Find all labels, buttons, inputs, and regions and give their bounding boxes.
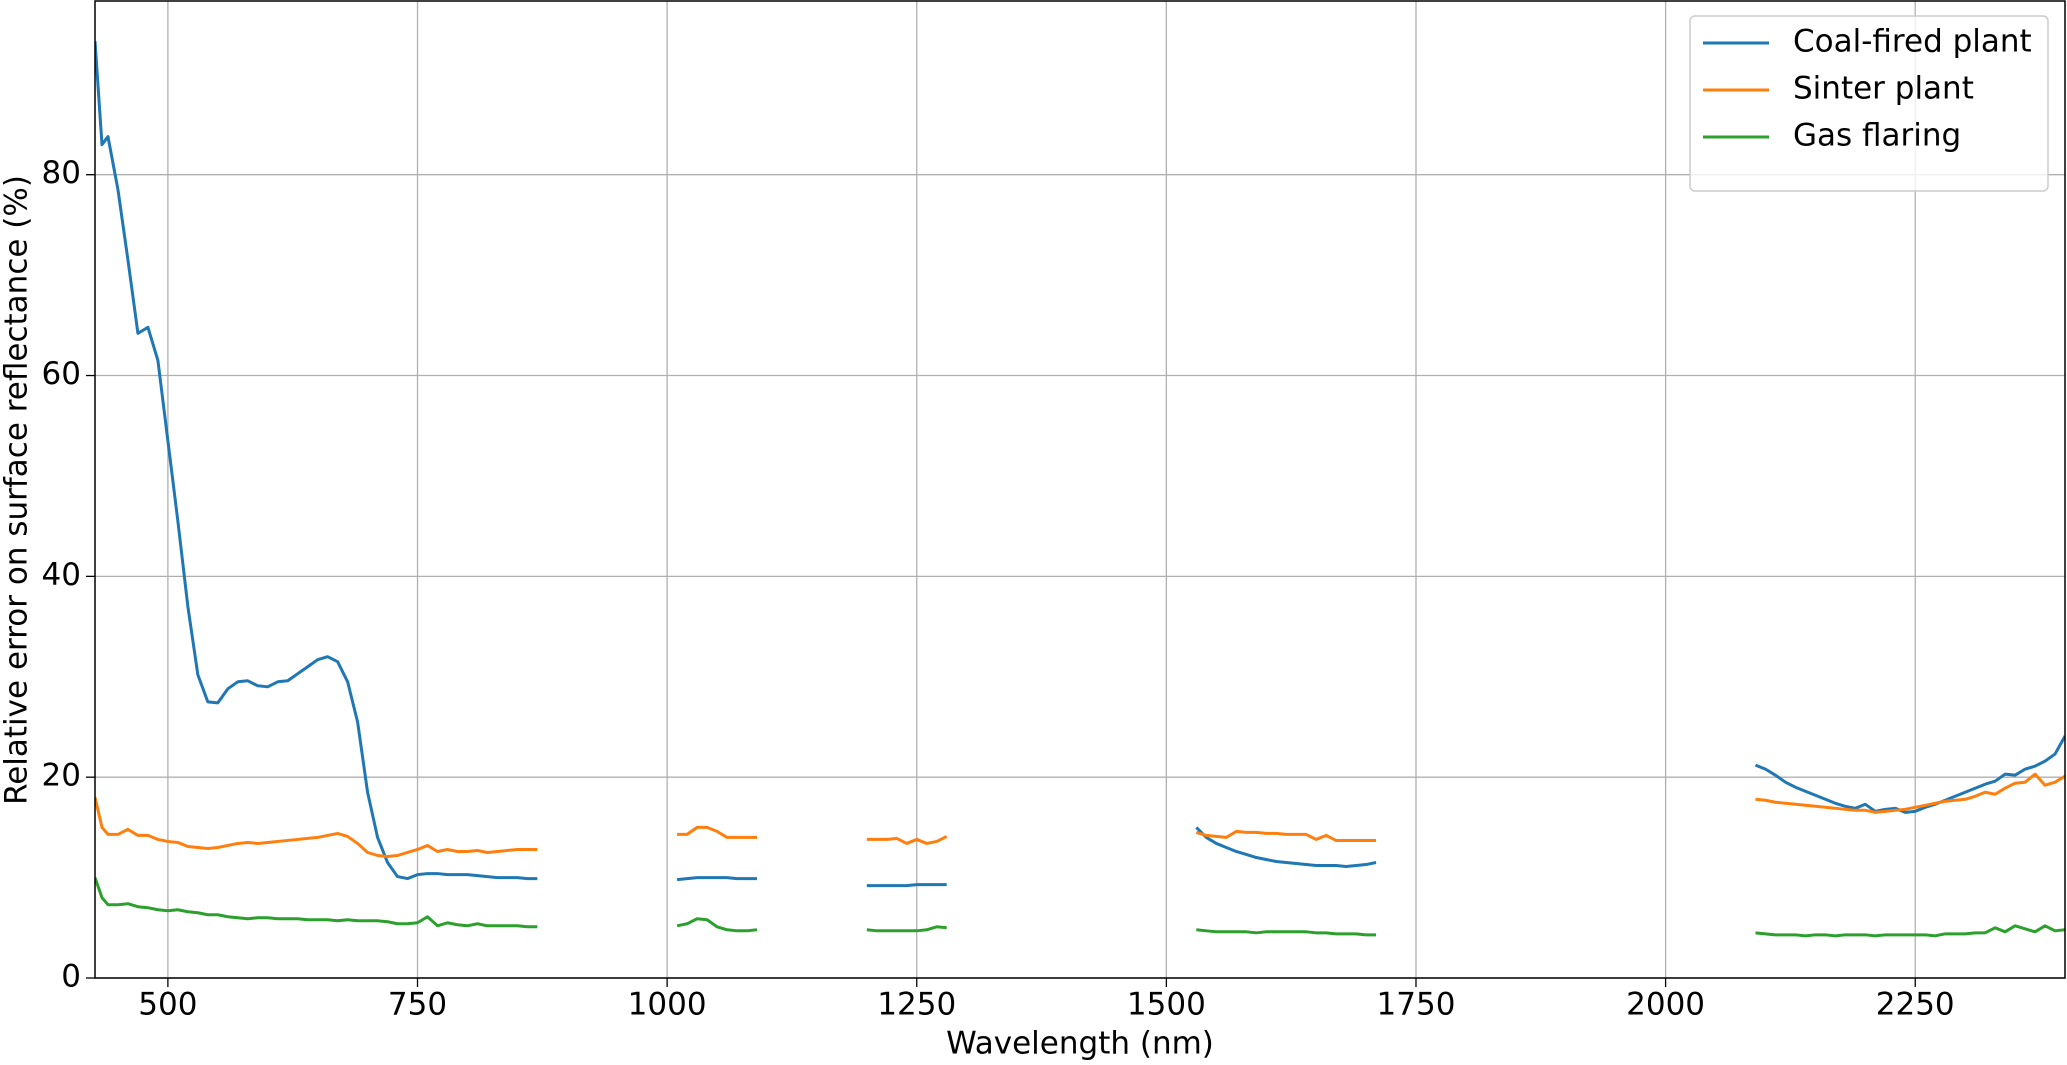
legend-label: Sinter plant bbox=[1793, 71, 1974, 107]
x-tick-label: 1500 bbox=[1127, 987, 1206, 1023]
legend-box bbox=[1689, 15, 2049, 192]
y-axis-label: Relative error on surface reflectance (%… bbox=[0, 175, 35, 805]
plot-frame bbox=[94, 0, 2066, 979]
y-tick-label: 60 bbox=[42, 356, 81, 392]
x-tick-label: 2000 bbox=[1626, 987, 1705, 1023]
y-tick-label: 40 bbox=[42, 557, 81, 593]
line bbox=[95, 877, 2065, 938]
y-tick-label: 80 bbox=[42, 155, 81, 191]
line bbox=[95, 772, 2065, 858]
line bbox=[95, 41, 2065, 888]
x-tick-label: 750 bbox=[388, 987, 447, 1023]
x-tick-label: 1000 bbox=[628, 987, 707, 1023]
y-tick-label: 20 bbox=[42, 758, 81, 794]
x-tick-label: 1750 bbox=[1377, 987, 1456, 1023]
y-tick-label: 0 bbox=[61, 959, 81, 995]
x-tick-label: 500 bbox=[138, 987, 197, 1023]
legend-label: Gas flaring bbox=[1793, 118, 1961, 154]
x-axis-label: Wavelength (nm) bbox=[946, 1026, 1214, 1062]
legend-label: Coal-fired plant bbox=[1793, 24, 2032, 60]
x-tick-label: 1250 bbox=[877, 987, 956, 1023]
x-tick-label: 2250 bbox=[1876, 987, 1955, 1023]
